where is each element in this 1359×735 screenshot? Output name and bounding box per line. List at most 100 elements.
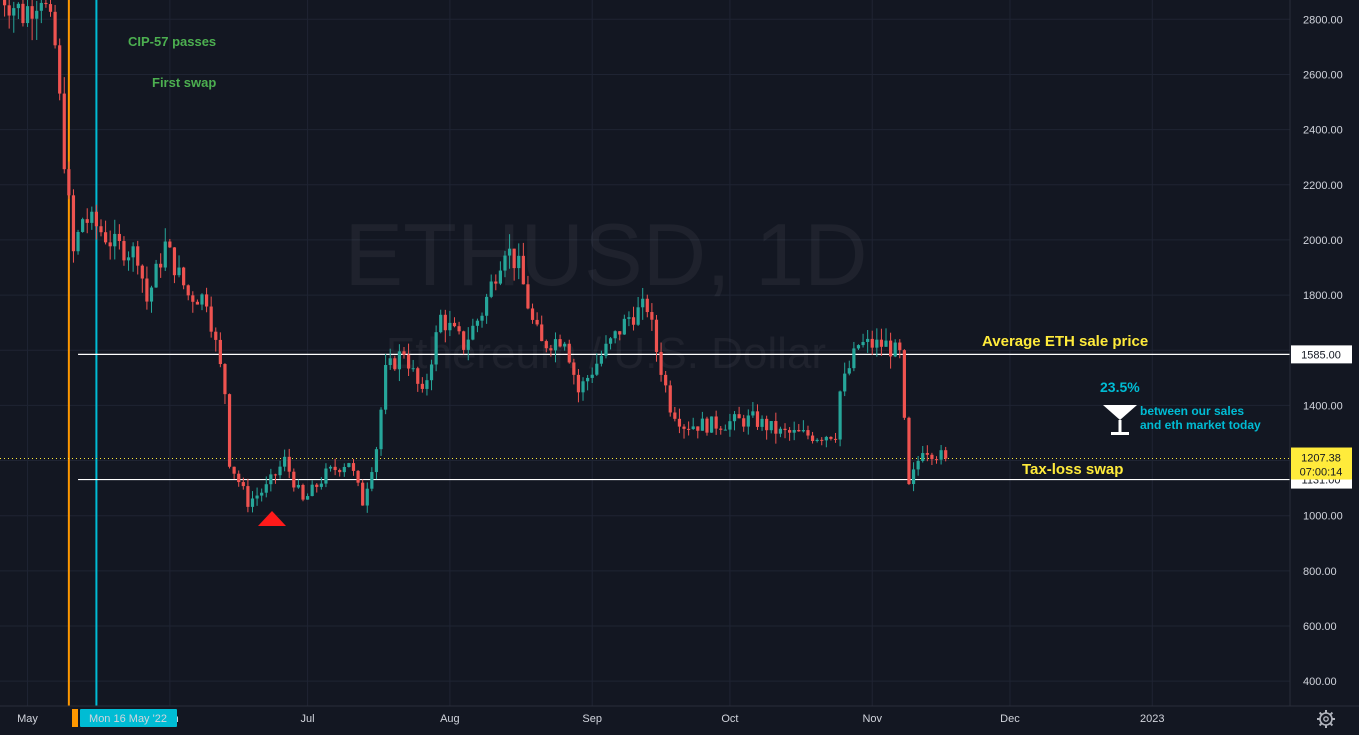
candle-body xyxy=(342,466,346,473)
candle-body xyxy=(719,428,723,430)
candle-body xyxy=(131,246,135,258)
candle-body xyxy=(930,454,934,460)
candle-body xyxy=(553,339,558,351)
level-price-label: 1585.00 xyxy=(1301,349,1341,361)
candle-body xyxy=(480,315,484,321)
time-tick-label: Jul xyxy=(301,713,315,725)
candle-body xyxy=(810,435,815,442)
candle-body xyxy=(44,2,48,5)
candle-body xyxy=(16,3,20,9)
candle-body xyxy=(30,6,34,19)
candle-body xyxy=(186,285,190,296)
candle-body xyxy=(801,430,805,432)
candle-body xyxy=(714,416,718,429)
candle-body xyxy=(494,281,498,284)
candle-body xyxy=(379,409,383,450)
candle-body xyxy=(916,460,920,470)
candle-body xyxy=(769,421,773,431)
candle-body xyxy=(324,468,328,484)
candle-body xyxy=(677,418,682,427)
candle-body xyxy=(108,242,112,247)
candle-body xyxy=(934,459,939,461)
candle-body xyxy=(370,472,374,489)
time-axis-range-marker xyxy=(72,709,78,727)
candle-body xyxy=(475,320,480,326)
candle-body xyxy=(691,426,695,429)
price-tick-label: 600.00 xyxy=(1303,621,1337,633)
candle-body xyxy=(723,429,727,431)
candle-body xyxy=(627,317,631,319)
price-tick-label: 400.00 xyxy=(1303,676,1337,688)
candle-body xyxy=(103,232,108,243)
price-tick-label: 1400.00 xyxy=(1303,400,1343,412)
price-tick-label: 2200.00 xyxy=(1303,180,1343,192)
candle-body xyxy=(67,169,71,196)
time-axis[interactable]: MayJunJulAugSepOctNovDec2023 xyxy=(0,705,1359,725)
candle-body xyxy=(893,342,897,357)
candle-body xyxy=(778,428,783,434)
candle-body xyxy=(788,430,792,433)
candle-body xyxy=(466,339,470,350)
candle-body xyxy=(328,466,333,469)
candle-body xyxy=(765,418,769,431)
candle-body xyxy=(907,417,911,485)
candle-body xyxy=(489,281,493,297)
time-cursor-label: Mon 16 May '22 xyxy=(89,713,167,725)
candle-body xyxy=(260,492,264,496)
candle-body xyxy=(944,450,948,459)
candle-body xyxy=(393,358,397,370)
candle-body xyxy=(843,373,847,392)
candle-body xyxy=(870,338,874,348)
gear-icon[interactable] xyxy=(1317,710,1335,728)
candle-body xyxy=(365,488,369,506)
price-tick-label: 2600.00 xyxy=(1303,69,1343,81)
time-tick-label: Sep xyxy=(582,713,602,725)
candle-body xyxy=(815,439,819,442)
candle-body xyxy=(241,482,245,487)
candle-body xyxy=(751,411,755,416)
candle-body xyxy=(668,385,672,413)
candle-body xyxy=(852,348,856,369)
candle-body xyxy=(35,10,39,19)
candle-body xyxy=(921,453,925,461)
candle-body xyxy=(278,466,282,476)
candle-body xyxy=(847,368,851,374)
candle-body xyxy=(94,211,99,227)
candle-body xyxy=(402,351,406,355)
candle-body xyxy=(420,383,424,389)
candle-body xyxy=(567,343,571,363)
candle-body xyxy=(595,363,599,375)
candle-body xyxy=(117,233,121,242)
candle-body xyxy=(356,470,360,483)
candle-body xyxy=(351,463,356,471)
candle-body xyxy=(416,368,420,384)
candle-body xyxy=(572,362,576,375)
candle-body xyxy=(599,355,603,364)
candle-body xyxy=(388,358,392,366)
candle-body xyxy=(338,470,342,473)
price-tick-label: 2400.00 xyxy=(1303,125,1343,137)
candle-body xyxy=(177,267,181,276)
candle-body xyxy=(434,332,438,365)
candle-body xyxy=(246,486,250,507)
annotation-tax-loss: Tax-loss swap xyxy=(1022,461,1123,478)
candle-body xyxy=(549,348,553,351)
event-lines xyxy=(67,0,98,706)
candle-body xyxy=(732,414,737,422)
candle-body xyxy=(90,211,94,223)
candle-body xyxy=(195,301,200,305)
candle-body xyxy=(53,11,57,46)
time-tick-label: Nov xyxy=(862,713,882,725)
candle-body xyxy=(76,231,80,252)
time-tick-label: 2023 xyxy=(1140,713,1164,725)
time-tick-label: May xyxy=(17,713,38,725)
candle-body xyxy=(898,342,902,351)
candle-body xyxy=(705,418,709,433)
time-tick-label: Dec xyxy=(1000,713,1020,725)
candle-body xyxy=(889,340,893,357)
price-tick-label: 2800.00 xyxy=(1303,14,1343,26)
candle-body xyxy=(829,436,833,439)
time-tick-label: Oct xyxy=(721,713,738,725)
candle-body xyxy=(250,498,255,507)
